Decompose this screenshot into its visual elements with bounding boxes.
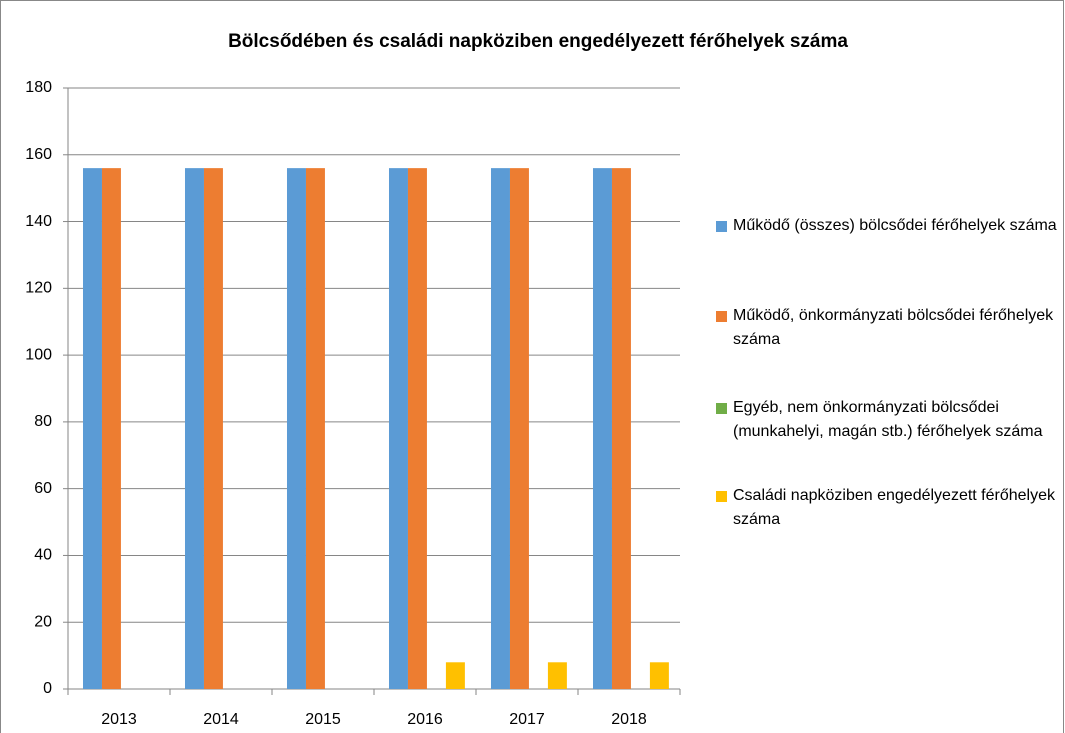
bar	[407, 168, 427, 690]
bar	[184, 168, 204, 690]
bar	[547, 662, 567, 689]
y-tick-label: 20	[34, 613, 52, 630]
bar	[490, 168, 510, 690]
legend-swatch	[716, 491, 727, 502]
x-tick-label: 2015	[305, 711, 341, 728]
legend-swatch	[716, 311, 727, 322]
bar	[203, 168, 223, 690]
x-tick-label: 2017	[509, 711, 545, 728]
legend-label: Egyéb, nem önkormányzati bölcsődei (munk…	[733, 399, 1043, 440]
bar	[445, 662, 465, 689]
y-tick-label: 80	[34, 413, 52, 430]
y-tick-label: 0	[43, 680, 52, 697]
bar	[611, 168, 631, 690]
bar	[101, 168, 121, 690]
legend-swatch	[716, 403, 727, 414]
legend-label: Családi napköziben engedélyezett férőhel…	[733, 487, 1055, 528]
x-tick-label: 2018	[611, 711, 647, 728]
bar	[305, 168, 325, 690]
bar	[509, 168, 529, 690]
x-tick-label: 2013	[101, 711, 137, 728]
bar	[388, 168, 408, 690]
y-tick-label: 180	[25, 79, 52, 96]
y-tick-label: 120	[25, 280, 52, 297]
y-tick-label: 60	[34, 480, 52, 497]
bar	[649, 662, 669, 689]
legend-label: Működő (összes) bölcsődei férőhelyek szá…	[733, 217, 1057, 234]
x-tick-label: 2014	[203, 711, 239, 728]
y-tick-label: 40	[34, 547, 52, 564]
chart-title: Bölcsődében és családi napköziben engedé…	[228, 31, 848, 52]
y-tick-label: 160	[25, 146, 52, 163]
legend-swatch	[716, 221, 727, 232]
x-tick-label: 2016	[407, 711, 443, 728]
bar	[592, 168, 612, 690]
legend-label: Működő, önkormányzati bölcsődei férőhely…	[733, 307, 1054, 348]
y-tick-label: 140	[25, 213, 52, 230]
bar	[82, 168, 102, 690]
y-tick-label: 100	[25, 346, 52, 363]
bar	[286, 168, 306, 690]
